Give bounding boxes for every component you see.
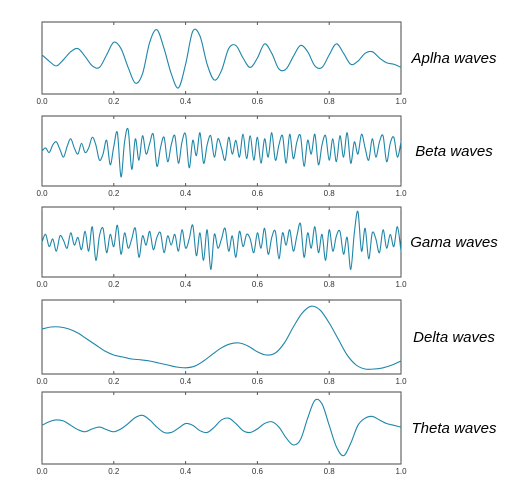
x-tick-label: 1.0 <box>395 97 407 106</box>
wave-label: Gama waves <box>410 234 498 251</box>
x-tick-label: 0.0 <box>36 467 48 476</box>
x-tick-label: 0.0 <box>36 97 48 106</box>
wave-line <box>41 210 402 270</box>
x-tick-label: 0.8 <box>324 189 336 198</box>
wave-label: Theta waves <box>411 420 497 437</box>
x-tick-label: 0.8 <box>324 377 336 386</box>
x-tick-label: 0.6 <box>252 189 264 198</box>
plot-frame <box>41 206 402 278</box>
x-tick-label: 0.2 <box>108 280 120 289</box>
plot-frame <box>41 391 402 465</box>
x-tick-label: 0.0 <box>36 280 48 289</box>
panel-5: 0.0 0.2 0.4 0.6 0.8 1.0 Theta waves <box>36 391 497 476</box>
x-tick-label: 0.2 <box>108 189 120 198</box>
wave-line <box>41 28 402 89</box>
wave-label: Beta waves <box>415 143 493 160</box>
wave-line <box>41 127 402 178</box>
x-tick-label: 1.0 <box>395 189 407 198</box>
wave-line <box>41 398 402 457</box>
wave-label: Aplha waves <box>410 50 497 67</box>
x-tick-label: 0.2 <box>108 377 120 386</box>
x-tick-label: 0.2 <box>108 97 120 106</box>
panel-1: 0.0 0.2 0.4 0.6 0.8 1.0 Aplha waves <box>36 21 497 106</box>
plot-frame <box>41 21 402 95</box>
panel-2: 0.0 0.2 0.4 0.6 0.8 1.0 Beta waves <box>36 115 493 198</box>
x-tick-label: 0.2 <box>108 467 120 476</box>
panel-3: 0.0 0.2 0.4 0.6 0.8 1.0 Gama waves <box>36 206 498 289</box>
wave-line <box>41 305 402 370</box>
x-tick-label: 1.0 <box>395 377 407 386</box>
x-tick-label: 0.8 <box>324 280 336 289</box>
x-tick-label: 0.4 <box>180 97 192 106</box>
x-tick-label: 0.0 <box>36 189 48 198</box>
x-tick-label: 0.6 <box>252 280 264 289</box>
x-tick-label: 0.4 <box>180 467 192 476</box>
plot-frame <box>41 299 402 375</box>
x-tick-label: 0.6 <box>252 467 264 476</box>
x-tick-label: 1.0 <box>395 280 407 289</box>
panel-4: 0.0 0.2 0.4 0.6 0.8 1.0 Delta waves <box>36 299 495 386</box>
x-tick-label: 0.8 <box>324 97 336 106</box>
x-tick-label: 0.4 <box>180 280 192 289</box>
x-tick-label: 0.6 <box>252 377 264 386</box>
x-tick-label: 0.4 <box>180 189 192 198</box>
x-tick-label: 0.6 <box>252 97 264 106</box>
x-tick-label: 0.8 <box>324 467 336 476</box>
x-tick-label: 0.0 <box>36 377 48 386</box>
x-tick-label: 0.4 <box>180 377 192 386</box>
plot-frame <box>41 115 402 187</box>
x-tick-label: 1.0 <box>395 467 407 476</box>
wave-label: Delta waves <box>413 329 495 346</box>
